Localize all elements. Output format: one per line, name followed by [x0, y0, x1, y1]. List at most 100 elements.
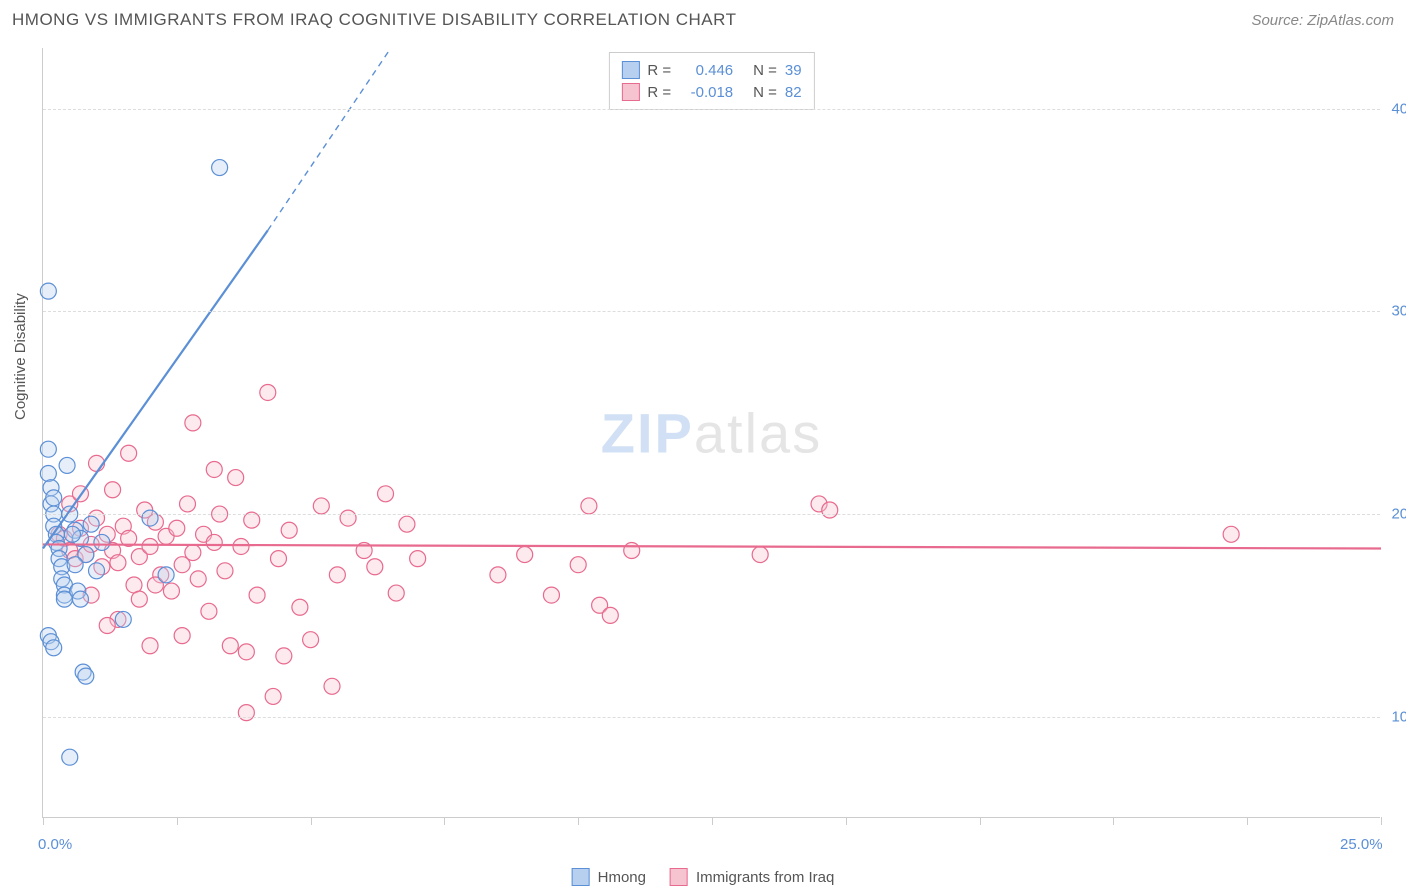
data-point [388, 585, 404, 601]
r-value: 0.446 [679, 62, 733, 79]
data-point [490, 567, 506, 583]
data-point [378, 486, 394, 502]
x-tick [177, 817, 178, 825]
n-label: N = [753, 62, 777, 79]
data-point [67, 557, 83, 573]
data-point [180, 496, 196, 512]
data-point [570, 557, 586, 573]
data-point [190, 571, 206, 587]
trend-line-hmong-solid [43, 230, 268, 548]
data-point [624, 543, 640, 559]
x-tick [846, 817, 847, 825]
x-tick [1247, 817, 1248, 825]
data-point [40, 283, 56, 299]
data-point [121, 445, 137, 461]
x-tick-label-max: 25.0% [1340, 836, 1383, 853]
x-tick [712, 817, 713, 825]
x-tick [980, 817, 981, 825]
data-point [276, 648, 292, 664]
data-point [46, 490, 62, 506]
n-value: 39 [785, 62, 802, 79]
chart-title: HMONG VS IMMIGRANTS FROM IRAQ COGNITIVE … [12, 10, 736, 30]
y-tick-label: 30.0% [1391, 303, 1406, 320]
data-point [40, 466, 56, 482]
data-point [281, 522, 297, 538]
data-point [72, 591, 88, 607]
data-point [185, 415, 201, 431]
data-point [303, 632, 319, 648]
n-value: 82 [785, 84, 802, 101]
data-point [206, 461, 222, 477]
series-legend-item: Immigrants from Iraq [670, 868, 834, 886]
grid-line [43, 514, 1380, 515]
legend-swatch [572, 868, 590, 886]
correlation-legend: R = 0.446 N = 39R = -0.018 N = 82 [608, 52, 814, 110]
grid-line [43, 109, 1380, 110]
r-value: -0.018 [679, 84, 733, 101]
x-tick [311, 817, 312, 825]
data-point [238, 705, 254, 721]
data-point [543, 587, 559, 603]
correlation-legend-row: R = 0.446 N = 39 [621, 59, 801, 81]
legend-swatch [621, 61, 639, 79]
data-point [233, 538, 249, 554]
grid-line [43, 311, 1380, 312]
data-point [201, 603, 217, 619]
trend-line-hmong-dashed [268, 48, 391, 230]
n-label: N = [753, 84, 777, 101]
correlation-legend-row: R =-0.018N =82 [621, 81, 801, 103]
data-point [517, 547, 533, 563]
data-point [324, 678, 340, 694]
data-point [40, 441, 56, 457]
data-point [265, 688, 281, 704]
series-legend-item: Hmong [572, 868, 646, 886]
data-point [62, 749, 78, 765]
data-point [228, 470, 244, 486]
y-tick-label: 40.0% [1391, 100, 1406, 117]
data-point [142, 510, 158, 526]
series-legend: Hmong Immigrants from Iraq [572, 868, 835, 886]
x-tick [1381, 817, 1382, 825]
r-label: R = [647, 62, 671, 79]
data-point [78, 668, 94, 684]
data-point [64, 526, 80, 542]
data-point [260, 384, 276, 400]
data-point [212, 160, 228, 176]
x-tick [578, 817, 579, 825]
data-point [158, 567, 174, 583]
data-point [131, 591, 147, 607]
data-point [410, 551, 426, 567]
data-point [1223, 526, 1239, 542]
data-point [292, 599, 308, 615]
y-axis-label: Cognitive Disability [12, 293, 29, 420]
data-point [89, 563, 105, 579]
data-point [581, 498, 597, 514]
grid-line [43, 717, 1380, 718]
data-point [185, 545, 201, 561]
data-point [238, 644, 254, 660]
data-point [329, 567, 345, 583]
data-point [163, 583, 179, 599]
data-point [99, 618, 115, 634]
data-point [249, 587, 265, 603]
data-point [602, 607, 618, 623]
x-tick [43, 817, 44, 825]
data-point [142, 638, 158, 654]
x-tick [1113, 817, 1114, 825]
x-tick [444, 817, 445, 825]
data-point [399, 516, 415, 532]
y-tick-label: 10.0% [1391, 708, 1406, 725]
data-point [59, 457, 75, 473]
header: HMONG VS IMMIGRANTS FROM IRAQ COGNITIVE … [12, 10, 1394, 30]
data-point [46, 640, 62, 656]
data-point [115, 611, 131, 627]
x-tick-label-min: 0.0% [38, 836, 72, 853]
data-point [822, 502, 838, 518]
data-point [752, 547, 768, 563]
data-point [270, 551, 286, 567]
data-point [142, 538, 158, 554]
data-point [174, 628, 190, 644]
data-point [206, 534, 222, 550]
data-point [217, 563, 233, 579]
data-point [313, 498, 329, 514]
